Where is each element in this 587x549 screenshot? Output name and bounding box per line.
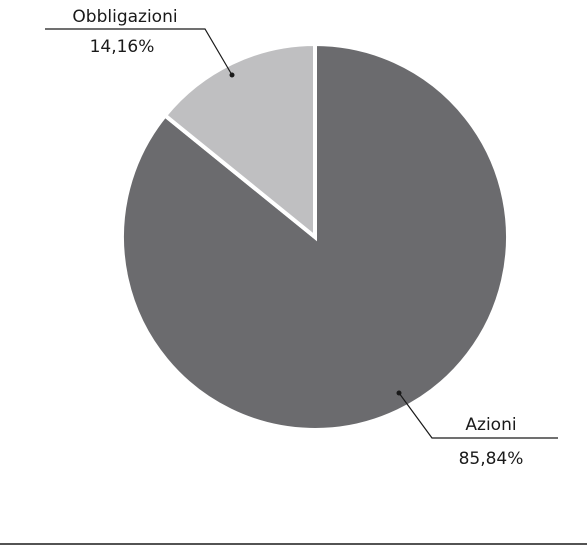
callout-obbligazioni: Obbligazioni 14,16% — [45, 7, 235, 78]
leader-dot-azioni — [396, 390, 402, 396]
callout-azioni: Azioni 85,84% — [396, 390, 558, 469]
slice-value-azioni: 85,84% — [459, 449, 524, 469]
slice-label-azioni: Azioni — [465, 415, 516, 435]
leader-line-azioni — [398, 392, 558, 439]
pie-slice-obbligazioni — [162, 41, 317, 242]
slice-label-obbligazioni: Obbligazioni — [72, 7, 177, 27]
leader-line-obbligazioni — [45, 28, 233, 76]
leader-dot-obbligazioni — [229, 72, 235, 78]
pie-slices — [120, 41, 510, 432]
slice-value-obbligazioni: 14,16% — [90, 37, 155, 57]
